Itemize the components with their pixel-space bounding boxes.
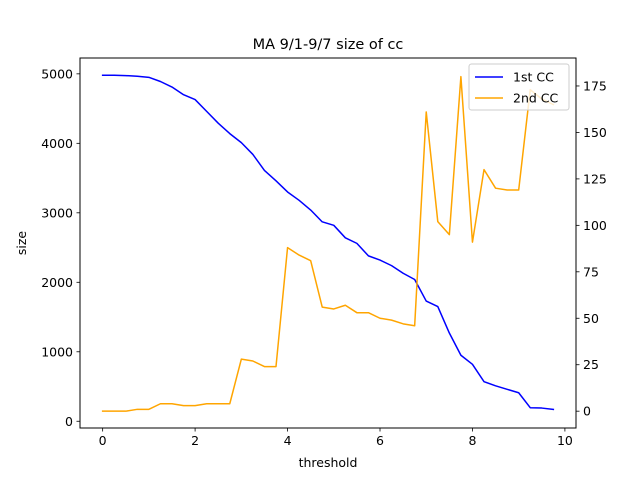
x-axis-label: threshold — [299, 455, 358, 470]
legend-label-1: 1st CC — [513, 70, 554, 85]
x-tick-label: 10 — [557, 433, 573, 448]
y-tick-label-left: 2000 — [41, 275, 73, 290]
y-tick-label-left: 5000 — [41, 66, 73, 81]
y-axis-label: size — [14, 231, 29, 256]
y-tick-label-right: 75 — [583, 264, 599, 279]
x-tick-label: 6 — [376, 433, 384, 448]
y-tick-label-right: 125 — [583, 171, 607, 186]
y-tick-label-right: 0 — [583, 404, 591, 419]
y-tick-label-right: 25 — [583, 357, 599, 372]
x-tick-label: 8 — [468, 433, 476, 448]
x-tick-label: 4 — [284, 433, 292, 448]
y-tick-label-right: 100 — [583, 218, 607, 233]
y-tick-label-left: 4000 — [41, 136, 73, 151]
y-tick-label-left: 1000 — [41, 344, 73, 359]
chart-title: MA 9/1-9/7 size of cc — [253, 37, 404, 53]
legend-label-2: 2nd CC — [513, 91, 559, 106]
y-tick-label-left: 0 — [65, 414, 73, 429]
y-tick-label-right: 50 — [583, 311, 599, 326]
y-tick-label-right: 175 — [583, 78, 607, 93]
x-tick-label: 2 — [191, 433, 199, 448]
y-tick-label-right: 150 — [583, 125, 607, 140]
x-tick-label: 0 — [99, 433, 107, 448]
y-tick-label-left: 3000 — [41, 205, 73, 220]
legend: 1st CC 2nd CC — [469, 64, 569, 110]
